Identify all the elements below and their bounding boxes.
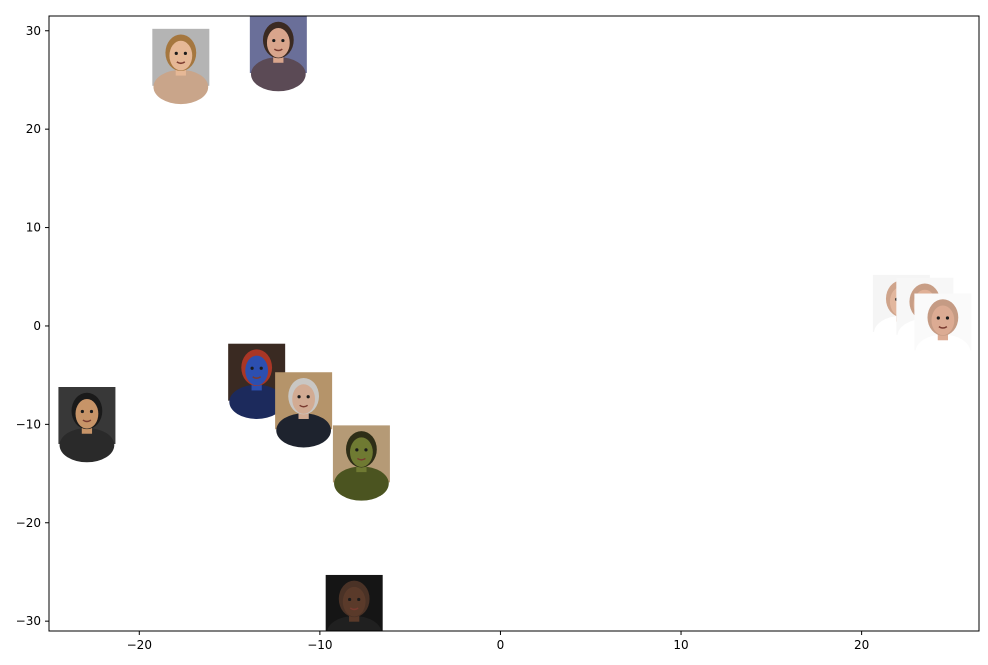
y-tick-label: −10 [16,417,41,431]
y-tick-label: 0 [33,319,41,333]
data-point-bald-man-dark-bg [325,574,383,631]
x-tick-label: 20 [854,638,869,652]
y-axis: −30 −20 −10 0 10 20 30 [16,24,49,628]
y-tick-label: −20 [16,516,41,530]
data-point-brunette-woman [249,16,307,92]
points-layer [58,16,972,631]
x-tick-label: 0 [497,638,505,652]
y-tick-label: 10 [26,221,41,235]
data-point-blonde-woman [152,28,210,105]
data-point-smiling-man [58,387,116,463]
y-tick-label: −30 [16,614,41,628]
x-axis: −20 −10 0 10 20 [127,631,869,652]
data-point-grey-haired-man [275,372,333,448]
x-tick-label: −10 [307,638,332,652]
plot-frame [48,15,980,632]
y-tick-label: 30 [26,24,41,38]
x-tick-label: −20 [127,638,152,652]
data-point-green-giant [332,425,390,501]
y-tick-label: 20 [26,122,41,136]
data-point-bald-man-3 [914,293,972,369]
x-tick-label: 10 [673,638,688,652]
